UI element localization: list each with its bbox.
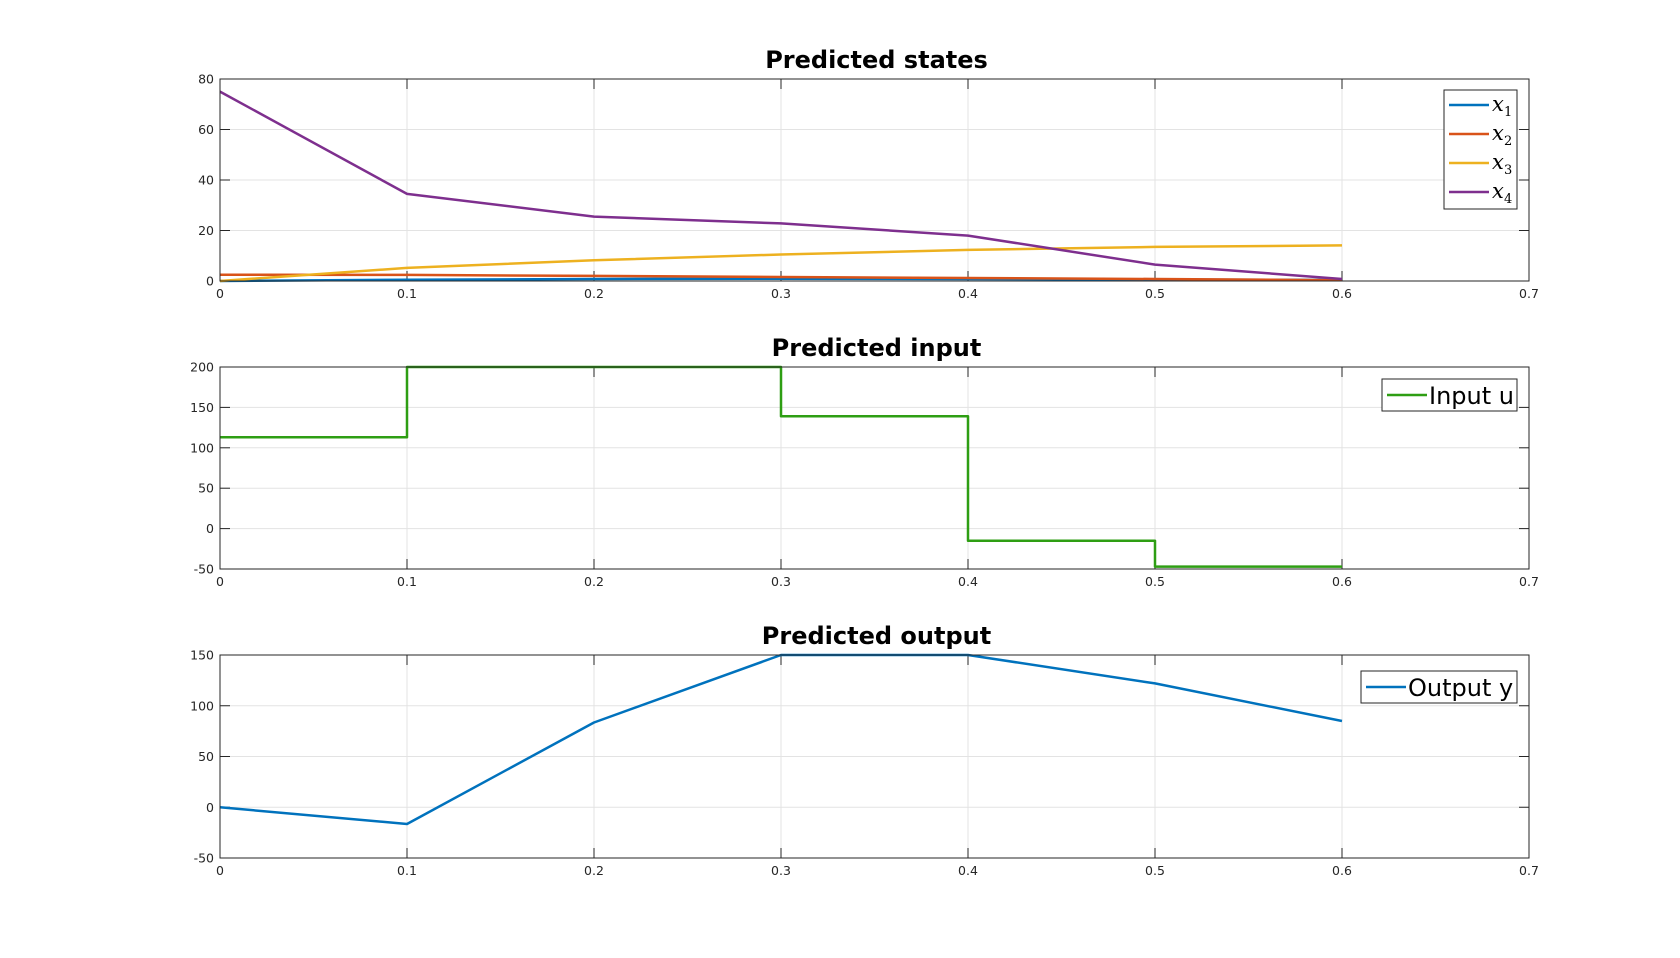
x-tick-label: 0.7 xyxy=(1519,574,1539,589)
y-tick-label: 150 xyxy=(190,400,214,415)
x-tick-label: 0.5 xyxy=(1145,574,1165,589)
y-tick-label: 40 xyxy=(198,173,214,188)
series-line-3 xyxy=(219,244,1343,283)
x-tick-label: 0.3 xyxy=(771,863,791,878)
y-tick-label: 50 xyxy=(198,481,214,496)
chart-title: Predicted output xyxy=(762,622,991,650)
legend-label-subscript: 1 xyxy=(1504,105,1512,120)
legend-label: Input u xyxy=(1429,382,1514,410)
x-tick-label: 0.4 xyxy=(958,574,978,589)
x-tick-label: 0.7 xyxy=(1519,286,1539,301)
x-tick-label: 0.4 xyxy=(958,286,978,301)
x-tick-label: 0.5 xyxy=(1145,286,1165,301)
x-tick-label: 0.3 xyxy=(771,574,791,589)
x-tick-label: 0.6 xyxy=(1332,286,1352,301)
x-tick-label: 0.1 xyxy=(397,574,417,589)
legend: Input u xyxy=(1381,378,1518,412)
x-tick-label: 0.6 xyxy=(1332,863,1352,878)
series-line-1 xyxy=(220,365,1342,568)
x-tick-label: 0.6 xyxy=(1332,574,1352,589)
y-tick-label: 100 xyxy=(190,440,214,455)
axes-box xyxy=(219,78,1530,282)
legend: Output y xyxy=(1360,670,1518,704)
series-line-2 xyxy=(219,273,1343,282)
y-tick-label: 0 xyxy=(206,800,214,815)
x-tick-label: 0.7 xyxy=(1519,863,1539,878)
legend-label: x xyxy=(1492,150,1504,174)
x-tick-label: 0.2 xyxy=(584,286,604,301)
y-tick-label: 80 xyxy=(198,72,214,87)
x-tick-label: 0.1 xyxy=(397,863,417,878)
chart-title: Predicted input xyxy=(772,334,982,362)
x-tick-label: 0.2 xyxy=(584,863,604,878)
legend-label: Output y xyxy=(1408,674,1513,702)
legend-box xyxy=(1443,89,1518,210)
axes-box xyxy=(219,654,1530,859)
legend-label-subscript: 2 xyxy=(1504,134,1512,149)
y-tick-label: 150 xyxy=(190,648,214,663)
x-tick-label: 0 xyxy=(216,863,224,878)
y-tick-label: -50 xyxy=(194,851,214,866)
y-tick-label: 200 xyxy=(190,360,214,375)
legend-label: x xyxy=(1492,92,1504,116)
x-tick-label: 0.5 xyxy=(1145,863,1165,878)
axes-box xyxy=(219,366,1530,570)
series-line-4 xyxy=(219,90,1343,281)
x-tick-label: 0 xyxy=(216,574,224,589)
x-tick-label: 0.3 xyxy=(771,286,791,301)
x-tick-label: 0.4 xyxy=(958,863,978,878)
y-tick-label: 0 xyxy=(206,274,214,289)
x-tick-label: 0 xyxy=(216,286,224,301)
y-tick-label: -50 xyxy=(194,562,214,577)
chart-title: Predicted states xyxy=(765,46,988,74)
plot-area xyxy=(220,367,1529,569)
legend: x 1x 2x 3x 4 xyxy=(1443,89,1518,210)
chart-panel-1: 0 0.1 0.2 0.3 0.4 0.5 0.6 0.7 0 20 40 60 80 Predicted… xyxy=(198,46,1539,301)
legend-label-subscript: 3 xyxy=(1504,163,1512,178)
legend-label-subscript: 4 xyxy=(1504,192,1512,207)
y-tick-label: 50 xyxy=(198,749,214,764)
chart-panel-2: 0 0.1 0.2 0.3 0.4 0.5 0.6 0.7-50050100150200Pre… xyxy=(190,334,1539,589)
chart-panel-3: 0 0.1 0.2 0.3 0.4 0.5 0.6 0.7-50050100150Predic… xyxy=(190,622,1539,878)
y-tick-label: 100 xyxy=(190,698,214,713)
x-tick-label: 0.2 xyxy=(584,574,604,589)
y-tick-label: 0 xyxy=(206,521,214,536)
y-tick-label: 20 xyxy=(198,223,214,238)
x-tick-label: 0.1 xyxy=(397,286,417,301)
legend-label: x xyxy=(1492,179,1504,203)
y-tick-label: 60 xyxy=(198,122,214,137)
legend-label: x xyxy=(1492,121,1504,145)
